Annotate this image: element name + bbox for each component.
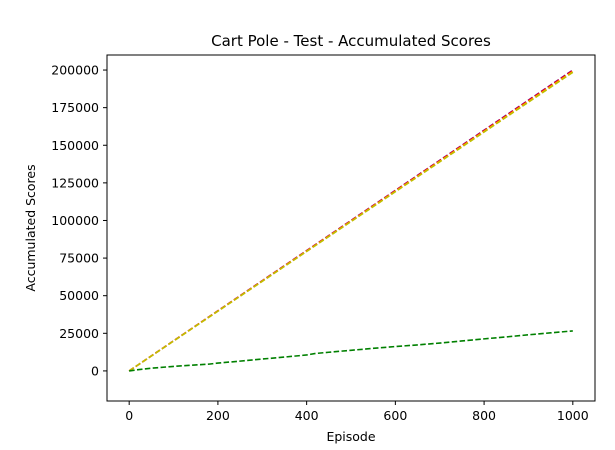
x-tick-label: 800 [472,408,496,423]
y-tick-label: 125000 [51,175,99,190]
x-axis: 0 200 400 600 800 1000 [125,401,589,423]
y-tick-label: 50000 [59,288,99,303]
chart-title: Cart Pole - Test - Accumulated Scores [211,32,491,50]
series-layer [128,69,574,372]
x-tick-label: 200 [206,408,230,423]
y-tick-label: 100000 [51,213,99,228]
x-tick-label: 0 [125,408,133,423]
plot-area [106,54,596,402]
x-tick-label: 400 [295,408,319,423]
y-tick-label: 150000 [51,138,99,153]
x-tick-label: 1000 [557,408,589,423]
series-line-5 [129,330,573,372]
y-axis: 0 25000 50000 75000 100000 125000 150000 175000… [51,63,107,378]
x-tick-label: 600 [383,408,407,423]
y-tick-label: 200000 [51,63,99,78]
series-line-4 [128,71,574,372]
y-tick-label: 25000 [59,326,99,341]
y-tick-label: 175000 [51,100,99,115]
y-tick-label: 75000 [59,251,99,266]
x-axis-label: Episode [326,429,375,444]
y-tick-label: 0 [91,363,99,378]
y-axis-label: Accumulated Scores [23,164,38,291]
